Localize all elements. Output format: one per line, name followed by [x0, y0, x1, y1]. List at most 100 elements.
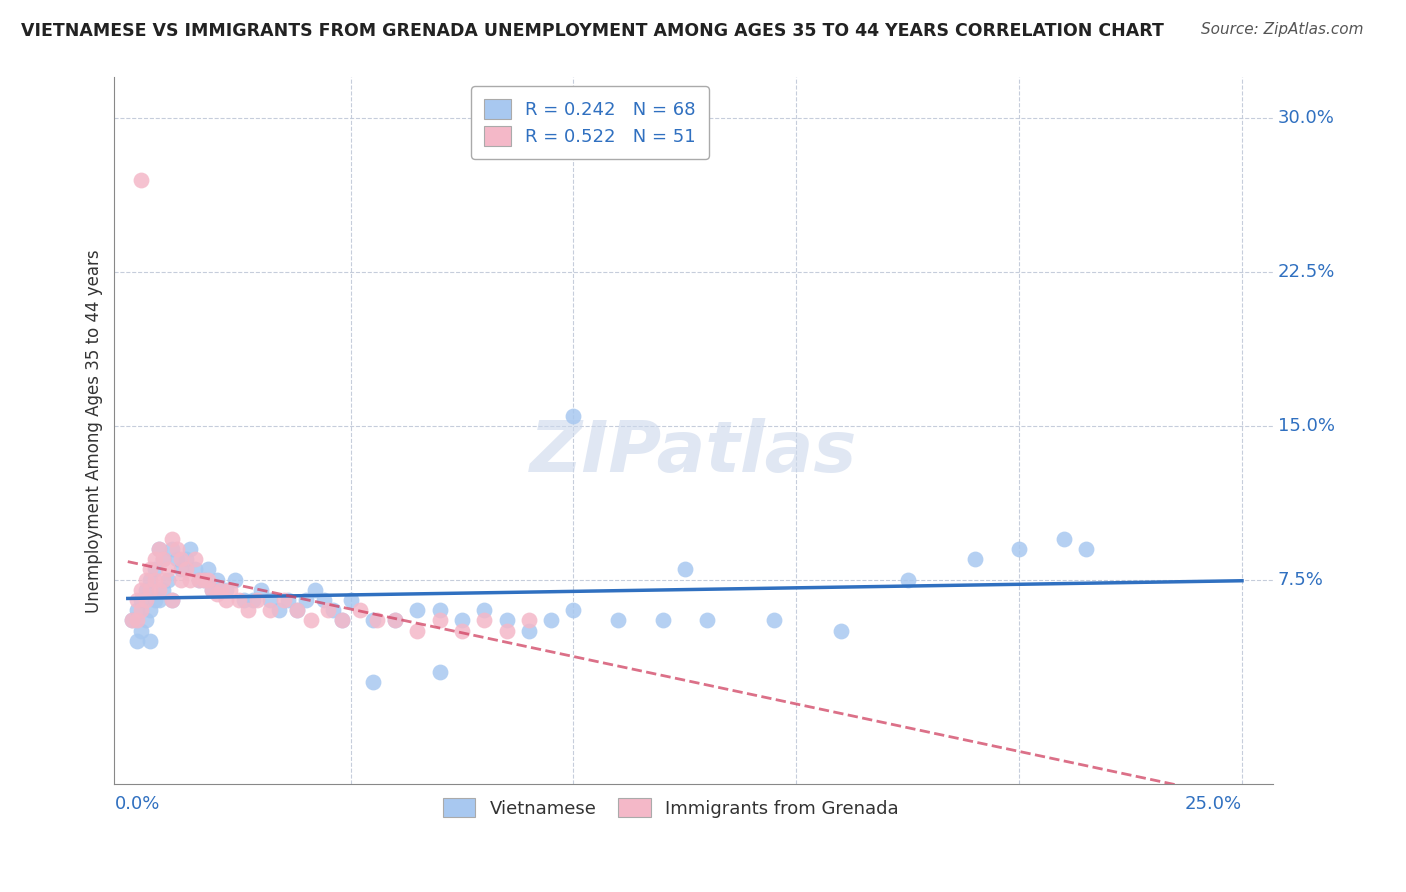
Point [152, 582, 174, 597]
Point [472, 614, 495, 628]
Point [562, 603, 585, 617]
Point [121, 614, 143, 628]
Point [384, 614, 406, 628]
Point [259, 603, 281, 617]
Text: VIETNAMESE VS IMMIGRANTS FROM GRENADA UNEMPLOYMENT AMONG AGES 35 TO 44 YEARS COR: VIETNAMESE VS IMMIGRANTS FROM GRENADA UN… [21, 22, 1164, 40]
Point [361, 614, 384, 628]
Point [148, 582, 170, 597]
Point [129, 624, 152, 638]
Point [673, 562, 696, 576]
Point [148, 541, 170, 556]
Point [201, 582, 224, 597]
Point [250, 582, 273, 597]
Point [162, 593, 184, 607]
Point [170, 562, 193, 576]
Point [188, 573, 211, 587]
Point [451, 624, 474, 638]
Point [183, 552, 205, 566]
Point [1008, 541, 1031, 556]
Point [139, 634, 162, 648]
Point [162, 541, 184, 556]
Point [259, 593, 281, 607]
Point [135, 593, 157, 607]
Point [269, 603, 291, 617]
Point [304, 582, 326, 597]
Point [170, 573, 193, 587]
Point [201, 582, 224, 597]
Point [517, 624, 540, 638]
Point [179, 541, 201, 556]
Point [224, 573, 246, 587]
Point [495, 624, 517, 638]
Point [277, 593, 299, 607]
Point [495, 614, 517, 628]
Point [429, 614, 451, 628]
Point [607, 614, 630, 628]
Point [166, 552, 188, 566]
Point [135, 614, 157, 628]
Point [156, 562, 179, 576]
Point [125, 614, 148, 628]
Point [897, 573, 920, 587]
Point [135, 582, 157, 597]
Point [179, 573, 201, 587]
Point [406, 603, 429, 617]
Point [246, 593, 269, 607]
Point [143, 552, 166, 566]
Point [143, 562, 166, 576]
Point [125, 634, 148, 648]
Point [139, 573, 162, 587]
Point [152, 573, 174, 587]
Point [299, 614, 322, 628]
Point [148, 593, 170, 607]
Point [696, 614, 718, 628]
Point [285, 603, 308, 617]
Point [215, 593, 238, 607]
Point [183, 562, 205, 576]
Point [330, 614, 353, 628]
Point [197, 573, 219, 587]
Point [232, 593, 254, 607]
Text: ZIPatlas: ZIPatlas [530, 417, 858, 487]
Point [540, 614, 562, 628]
Point [562, 409, 585, 423]
Point [429, 603, 451, 617]
Point [1053, 532, 1076, 546]
Point [193, 573, 215, 587]
Point [129, 593, 152, 607]
Text: 30.0%: 30.0% [1278, 110, 1334, 128]
Point [384, 614, 406, 628]
Point [166, 541, 188, 556]
Point [406, 624, 429, 638]
Point [125, 603, 148, 617]
Point [339, 593, 361, 607]
Point [152, 552, 174, 566]
Legend: Vietnamese, Immigrants from Grenada: Vietnamese, Immigrants from Grenada [436, 790, 905, 825]
Point [197, 562, 219, 576]
Point [139, 562, 162, 576]
Point [156, 573, 179, 587]
Point [451, 614, 474, 628]
Point [429, 665, 451, 679]
Point [236, 603, 259, 617]
Point [129, 582, 152, 597]
Point [143, 593, 166, 607]
Point [366, 614, 388, 628]
Text: Source: ZipAtlas.com: Source: ZipAtlas.com [1201, 22, 1364, 37]
Point [517, 614, 540, 628]
Point [174, 552, 197, 566]
Point [322, 603, 344, 617]
Text: 25.0%: 25.0% [1185, 795, 1241, 813]
Point [129, 173, 152, 187]
Point [763, 614, 786, 628]
Point [349, 603, 371, 617]
Point [174, 562, 197, 576]
Point [162, 593, 184, 607]
Point [318, 603, 340, 617]
Point [188, 573, 211, 587]
Point [209, 582, 232, 597]
Point [152, 552, 174, 566]
Point [295, 593, 318, 607]
Point [242, 593, 264, 607]
Point [121, 614, 143, 628]
